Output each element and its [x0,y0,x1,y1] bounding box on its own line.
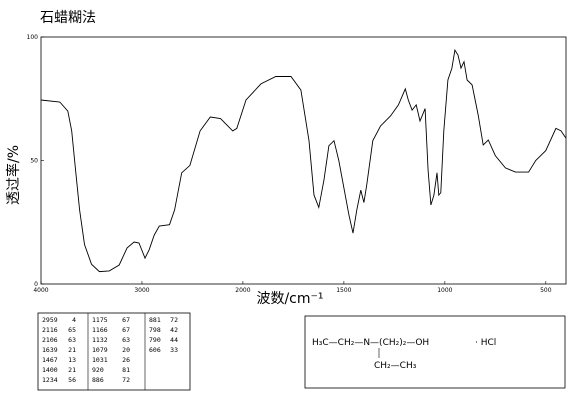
peak-wavenumber: 1175 [92,316,108,324]
x-tick-label: 1500 [336,287,351,294]
peak-transmittance: 44 [170,336,178,344]
peak-transmittance: 81 [122,366,130,374]
peak-transmittance: 72 [122,376,130,384]
peak-transmittance: 20 [122,346,130,354]
peak-wavenumber: 920 [92,366,104,374]
y-tick-label: 0 [34,281,38,288]
spectrum-line [40,48,567,273]
plot-frame [40,36,567,285]
x-axis-label: 波数/cm⁻¹ [256,291,323,307]
peak-wavenumber: 886 [92,376,104,384]
x-tick-label: 4000 [33,287,48,294]
structure-main: H₃C—CH₂—N—(CH₂)₂—OH [312,338,429,348]
y-axis-label: 透过率/% [5,145,22,205]
peak-transmittance: 26 [122,356,130,364]
peak-transmittance: 4 [72,316,76,324]
structure-salt: · HCl [475,338,496,348]
peak-wavenumber: 790 [149,336,161,344]
peak-transmittance: 72 [170,316,178,324]
peak-table [37,312,191,391]
peak-wavenumber: 2959 [42,316,58,324]
x-tick-label: 2000 [235,287,250,294]
peak-transmittance: 63 [122,336,130,344]
x-tick-label: 500 [540,287,552,294]
peak-transmittance: 33 [170,346,178,354]
peak-wavenumber: 2106 [42,336,58,344]
peak-transmittance: 63 [68,336,76,344]
peak-transmittance: 21 [68,366,76,374]
peak-transmittance: 67 [122,326,130,334]
peak-wavenumber: 1031 [92,356,108,364]
peak-wavenumber: 1166 [92,326,108,334]
peak-wavenumber: 1467 [42,356,58,364]
structure-box [304,315,566,389]
peak-wavenumber: 1079 [92,346,108,354]
peak-transmittance: 56 [68,376,76,384]
peak-wavenumber: 1132 [92,336,108,344]
peak-wavenumber: 2116 [42,326,58,334]
peak-wavenumber: 1234 [42,376,58,384]
peak-wavenumber: 881 [149,316,161,324]
peak-wavenumber: 1639 [42,346,58,354]
y-tick-label: 50 [30,158,38,165]
peak-transmittance: 13 [68,356,76,364]
x-tick-label: 1000 [437,287,452,294]
chart-title: 石蜡糊法 [40,10,96,26]
peak-wavenumber: 606 [149,346,161,354]
x-tick-label: 3000 [134,287,149,294]
peak-transmittance: 21 [68,346,76,354]
peak-wavenumber: 1400 [42,366,58,374]
peak-transmittance: 65 [68,326,76,334]
y-tick-label: 100 [27,34,39,41]
peak-transmittance: 42 [170,326,178,334]
peak-transmittance: 67 [122,316,130,324]
peak-wavenumber: 798 [149,326,161,334]
structure-branch: CH₂—CH₃ [374,361,417,371]
